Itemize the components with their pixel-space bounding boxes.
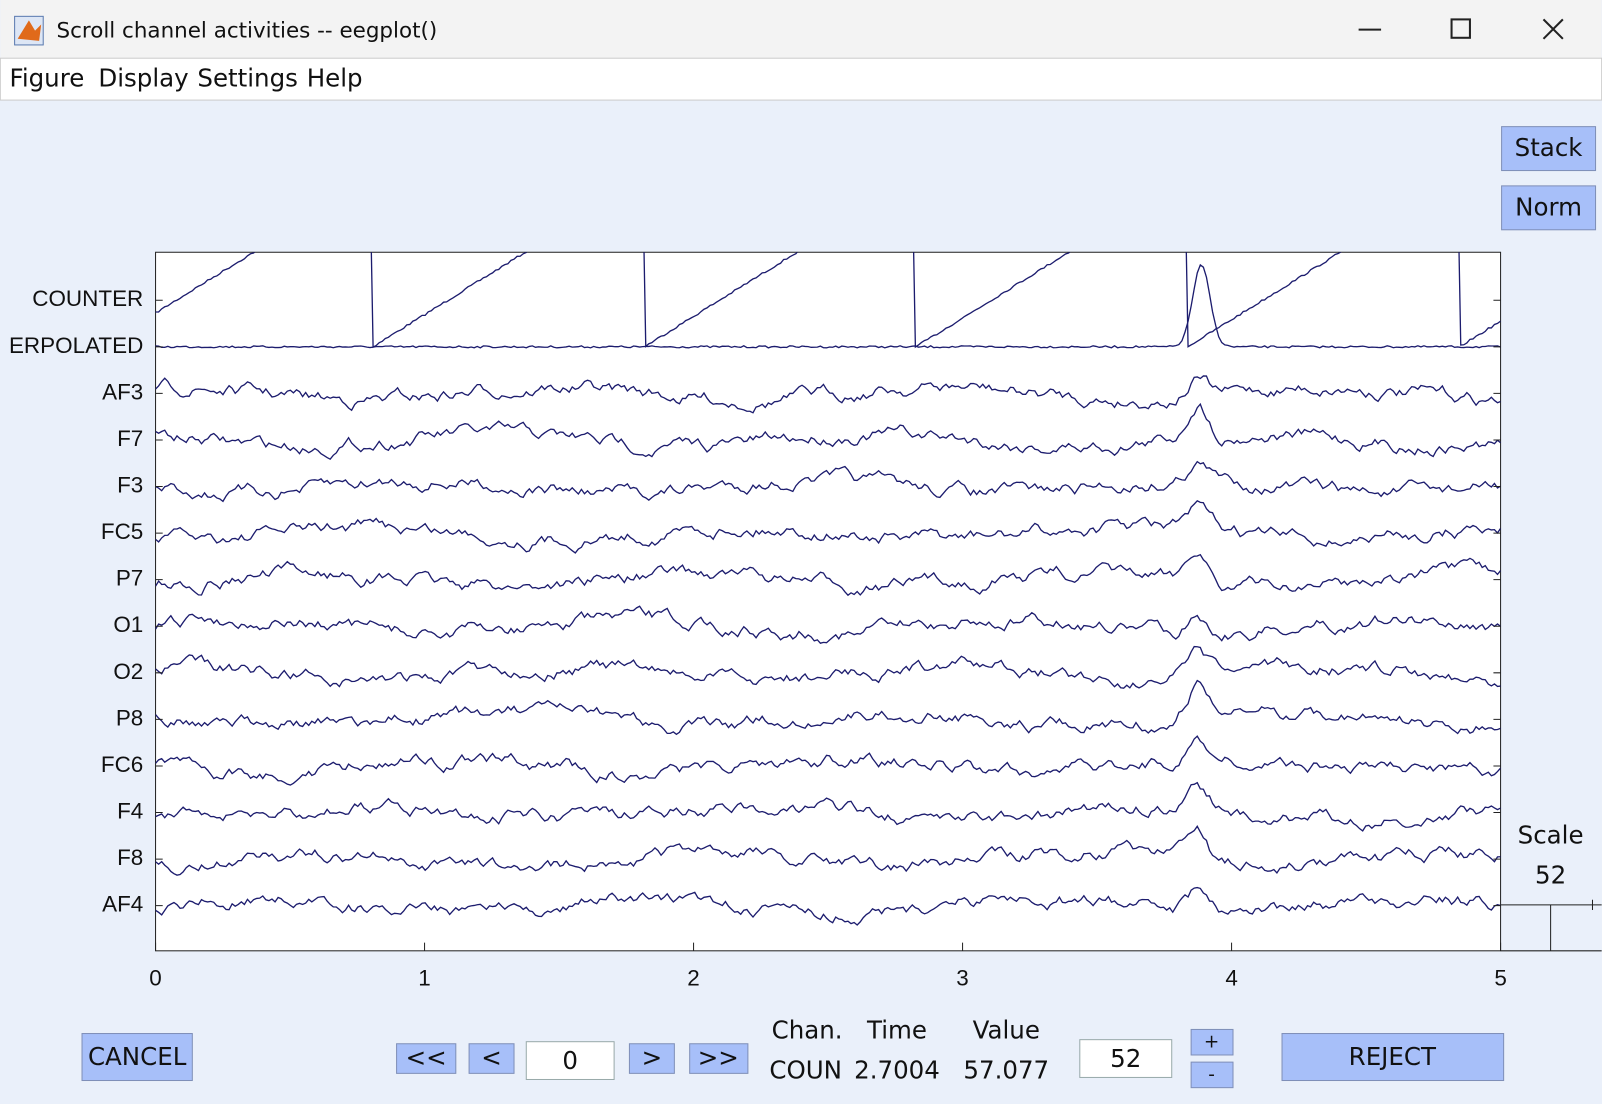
- x-tick-label: 3: [956, 965, 968, 990]
- cancel-button[interactable]: [81, 1033, 193, 1082]
- cancel-label: CANCEL: [88, 1042, 187, 1071]
- channel-label: F8: [117, 845, 143, 870]
- reject-label: REJECT: [1349, 1042, 1437, 1071]
- channel-label: FC5: [101, 519, 143, 544]
- x-tick-label: 1: [418, 965, 431, 990]
- eeg-trace: [155, 679, 1501, 736]
- x-tick-label: 2: [687, 965, 700, 990]
- channel-label: F7: [117, 426, 143, 451]
- title-bar: [0, 0, 1602, 59]
- eeg-trace: [155, 825, 1501, 876]
- channel-label: P8: [116, 705, 143, 730]
- eeg-trace: [155, 460, 1501, 503]
- channel-label: O2: [113, 659, 143, 684]
- eeg-trace: [155, 553, 1501, 597]
- eeg-trace: [155, 886, 1501, 926]
- info-header: Time: [866, 1015, 927, 1044]
- info-value: COUN: [769, 1055, 842, 1084]
- app-icon: [14, 15, 44, 46]
- eeg-trace: [155, 735, 1501, 786]
- info-header: Chan.: [772, 1015, 843, 1044]
- scale-input-value: 52: [1110, 1044, 1141, 1073]
- maximize-button[interactable]: [1450, 18, 1471, 39]
- channel-label: F4: [117, 798, 143, 823]
- scale-input[interactable]: [1079, 1039, 1173, 1078]
- info-value: 57.077: [963, 1055, 1049, 1084]
- prev-label: <: [481, 1043, 502, 1072]
- menu-item[interactable]: Settings: [197, 64, 298, 93]
- first-button[interactable]: [396, 1043, 457, 1074]
- scale-bar: [1500, 899, 1602, 952]
- stack-button[interactable]: [1501, 126, 1597, 172]
- plot-area: [155, 251, 1502, 952]
- x-tick-label: 5: [1494, 965, 1507, 990]
- position-value: 0: [562, 1046, 578, 1075]
- eeg-trace: [155, 263, 1501, 349]
- next-label: >: [642, 1043, 663, 1072]
- menu-item[interactable]: Figure: [10, 64, 85, 93]
- scale-label: Scale: [1518, 820, 1584, 849]
- traces: [155, 252, 1501, 926]
- minus-label: -: [1208, 1064, 1215, 1085]
- last-label: >>: [698, 1043, 739, 1072]
- window-title: Scroll channel activities -- eegplot(): [56, 19, 437, 44]
- channel-label: FC6: [101, 752, 143, 777]
- eeg-trace: [155, 375, 1501, 414]
- axes: 0 1 2 3 4 5 COUNTER ERPOLATED AF3 F7 F3 FC5 P7 O1 O2 P8…: [9, 286, 1507, 990]
- info-value: 2.7004: [854, 1055, 940, 1084]
- prev-button[interactable]: [468, 1043, 515, 1074]
- x-tick-label: 4: [1225, 965, 1238, 990]
- last-button[interactable]: [689, 1043, 749, 1074]
- position-input[interactable]: [525, 1041, 615, 1080]
- eeg-trace: [155, 605, 1501, 644]
- channel-label: P7: [116, 566, 143, 591]
- plus-label: +: [1204, 1032, 1219, 1053]
- minus-button[interactable]: [1190, 1061, 1234, 1089]
- scale-value: 52: [1535, 860, 1566, 889]
- x-tick-label: 0: [149, 965, 161, 990]
- next-button[interactable]: [628, 1043, 675, 1074]
- eeg-trace: [155, 500, 1501, 554]
- norm-button[interactable]: [1501, 185, 1597, 231]
- channel-label: ERPOLATED: [9, 333, 143, 358]
- eeg-trace: [155, 645, 1501, 689]
- menu-item[interactable]: Help: [307, 64, 363, 93]
- channel-label: F3: [117, 472, 143, 497]
- plus-button[interactable]: [1190, 1028, 1234, 1056]
- channel-label: AF4: [102, 892, 143, 917]
- channel-label: O1: [113, 612, 143, 637]
- channel-label: COUNTER: [32, 286, 143, 311]
- stack-label: Stack: [1515, 133, 1584, 162]
- close-button[interactable]: [1542, 18, 1564, 40]
- reject-button[interactable]: [1281, 1033, 1505, 1082]
- first-label: <<: [406, 1043, 447, 1072]
- channel-label: AF3: [102, 379, 143, 404]
- info-header: Value: [973, 1015, 1040, 1044]
- eeg-trace: [155, 252, 1501, 349]
- eeg-trace: [155, 781, 1501, 832]
- eeg-trace: [155, 402, 1501, 461]
- menu-item[interactable]: Display: [98, 64, 188, 93]
- norm-label: Norm: [1515, 192, 1582, 221]
